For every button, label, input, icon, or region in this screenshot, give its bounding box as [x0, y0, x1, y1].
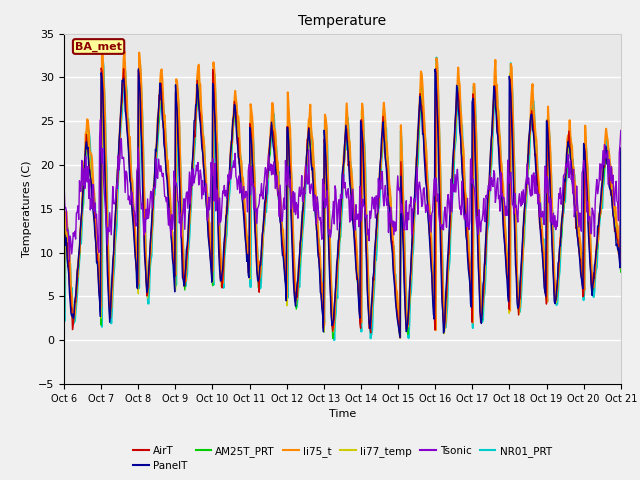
- PanelT: [412, 172, 419, 178]
- Y-axis label: Temperatures (C): Temperatures (C): [22, 160, 33, 257]
- NR01_PRT: [127, 176, 135, 182]
- Tsonic: [428, 210, 436, 216]
- PanelT: [617, 145, 625, 151]
- Line: AirT: AirT: [64, 68, 621, 337]
- Tsonic: [186, 169, 193, 175]
- NR01_PRT: [428, 231, 435, 237]
- PanelT: [214, 228, 222, 234]
- NR01_PRT: [60, 318, 68, 324]
- Tsonic: [65, 258, 73, 264]
- li75_t: [412, 183, 419, 189]
- AM25T_PRT: [412, 188, 419, 194]
- li75_t: [617, 261, 625, 266]
- PanelT: [127, 192, 135, 198]
- AirT: [128, 202, 136, 208]
- AirT: [617, 145, 625, 151]
- AM25T_PRT: [60, 312, 68, 317]
- PanelT: [60, 234, 68, 240]
- Title: Temperature: Temperature: [298, 14, 387, 28]
- AM25T_PRT: [70, 310, 78, 315]
- AM25T_PRT: [185, 228, 193, 234]
- NR01_PRT: [411, 209, 419, 215]
- AM25T_PRT: [428, 262, 436, 267]
- NR01_PRT: [184, 250, 192, 256]
- AM25T_PRT: [617, 269, 625, 275]
- AM25T_PRT: [214, 205, 222, 211]
- PanelT: [185, 214, 193, 220]
- Tsonic: [129, 202, 137, 208]
- X-axis label: Time: Time: [329, 409, 356, 419]
- li77_temp: [127, 184, 135, 190]
- AirT: [412, 175, 419, 181]
- li75_t: [70, 313, 78, 319]
- Tsonic: [412, 196, 419, 202]
- li75_t: [60, 310, 68, 316]
- AirT: [185, 227, 193, 233]
- AirT: [214, 211, 222, 216]
- AirT: [396, 335, 404, 340]
- li77_temp: [428, 245, 435, 251]
- AirT: [97, 65, 105, 71]
- li77_temp: [617, 265, 625, 271]
- Legend: AirT, PanelT, AM25T_PRT, li75_t, li77_temp, Tsonic, NR01_PRT: AirT, PanelT, AM25T_PRT, li75_t, li77_te…: [129, 442, 556, 475]
- li77_temp: [184, 242, 192, 248]
- li77_temp: [411, 200, 419, 205]
- NR01_PRT: [214, 142, 221, 147]
- Line: AM25T_PRT: AM25T_PRT: [64, 70, 621, 338]
- li75_t: [185, 223, 193, 228]
- NR01_PRT: [330, 337, 338, 343]
- li75_t: [214, 185, 222, 191]
- li75_t: [428, 254, 436, 260]
- li77_temp: [432, 61, 440, 67]
- PanelT: [134, 66, 142, 72]
- li77_temp: [214, 171, 221, 177]
- Tsonic: [97, 117, 104, 122]
- li75_t: [98, 45, 106, 50]
- Text: BA_met: BA_met: [75, 41, 122, 52]
- NR01_PRT: [617, 266, 625, 272]
- AM25T_PRT: [120, 67, 127, 73]
- AM25T_PRT: [128, 207, 136, 213]
- NR01_PRT: [70, 317, 78, 323]
- li75_t: [396, 335, 404, 340]
- Tsonic: [215, 222, 223, 228]
- PanelT: [70, 312, 78, 318]
- li77_temp: [70, 313, 78, 319]
- li75_t: [128, 177, 136, 182]
- Line: li77_temp: li77_temp: [64, 64, 621, 337]
- Line: Tsonic: Tsonic: [64, 120, 621, 261]
- PanelT: [396, 335, 404, 340]
- Tsonic: [71, 228, 79, 234]
- li77_temp: [396, 335, 404, 340]
- NR01_PRT: [433, 55, 440, 60]
- li77_temp: [60, 316, 68, 322]
- Line: NR01_PRT: NR01_PRT: [64, 58, 621, 340]
- AM25T_PRT: [329, 336, 337, 341]
- Line: PanelT: PanelT: [64, 69, 621, 337]
- PanelT: [428, 274, 436, 280]
- AirT: [70, 313, 78, 319]
- Line: li75_t: li75_t: [64, 48, 621, 337]
- Tsonic: [60, 177, 68, 182]
- AirT: [428, 272, 436, 278]
- Tsonic: [617, 128, 625, 133]
- AirT: [60, 225, 68, 231]
